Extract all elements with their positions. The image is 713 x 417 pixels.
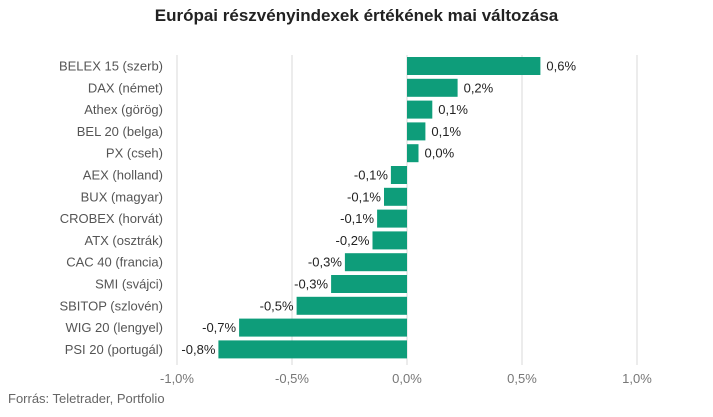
category-label: SBITOP (szlovén) bbox=[59, 298, 163, 313]
category-label: PX (cseh) bbox=[106, 146, 163, 161]
bar bbox=[377, 209, 407, 228]
bar bbox=[239, 318, 407, 337]
bar bbox=[344, 253, 407, 272]
category-label: BELEX 15 (szerb) bbox=[59, 59, 163, 74]
data-label: -0,5% bbox=[260, 298, 294, 313]
bar bbox=[218, 340, 407, 359]
data-label: -0,1% bbox=[354, 168, 388, 183]
data-label: -0,2% bbox=[336, 233, 370, 248]
bar bbox=[407, 57, 541, 75]
bars bbox=[218, 57, 541, 359]
x-tick-label: 1,0% bbox=[622, 371, 652, 386]
data-label: 0,1% bbox=[431, 124, 461, 139]
category-label: AEX (holland) bbox=[83, 168, 163, 183]
data-label: -0,7% bbox=[202, 320, 236, 335]
x-tick-label: 0,0% bbox=[392, 371, 422, 386]
bar bbox=[407, 122, 426, 141]
x-tick-label: -0,5% bbox=[275, 371, 309, 386]
bar bbox=[407, 100, 433, 119]
data-label: 0,6% bbox=[546, 59, 576, 74]
data-label: -0,1% bbox=[347, 189, 381, 204]
category-label: PSI 20 (portugál) bbox=[65, 342, 163, 357]
data-label: 0,2% bbox=[464, 80, 494, 95]
category-label: CROBEX (horvát) bbox=[60, 211, 163, 226]
data-label: -0,3% bbox=[294, 277, 328, 292]
bar bbox=[331, 275, 407, 293]
bar bbox=[407, 78, 458, 97]
chart-title: Európai részvényindexek értékének mai vá… bbox=[154, 6, 559, 25]
x-tick-label: -1,0% bbox=[160, 371, 194, 386]
bar bbox=[384, 187, 407, 206]
category-label: CAC 40 (francia) bbox=[66, 255, 163, 270]
data-label: -0,1% bbox=[340, 211, 374, 226]
data-label: -0,8% bbox=[181, 342, 215, 357]
data-label: -0,3% bbox=[308, 255, 342, 270]
x-tick-label: 0,5% bbox=[507, 371, 537, 386]
category-label: BUX (magyar) bbox=[81, 189, 163, 204]
data-label: 0,1% bbox=[438, 102, 468, 117]
category-label: Athex (görög) bbox=[84, 102, 163, 117]
bar bbox=[372, 231, 407, 250]
category-label: DAX (német) bbox=[88, 80, 163, 95]
category-label: SMI (svájci) bbox=[95, 277, 163, 292]
bar bbox=[407, 144, 419, 163]
bar bbox=[390, 166, 407, 184]
labels: -1,0% -0,5% 0,0% 0,5% 1,0% BELEX 15 (szerb) 0,… bbox=[59, 59, 652, 387]
data-label: 0,0% bbox=[425, 146, 455, 161]
source-note: Forrás: Teletrader, Portfolio bbox=[8, 391, 165, 406]
category-label: BEL 20 (belga) bbox=[77, 124, 163, 139]
bar bbox=[296, 296, 407, 315]
category-label: ATX (osztrák) bbox=[85, 233, 164, 248]
category-label: WIG 20 (lengyel) bbox=[65, 320, 163, 335]
